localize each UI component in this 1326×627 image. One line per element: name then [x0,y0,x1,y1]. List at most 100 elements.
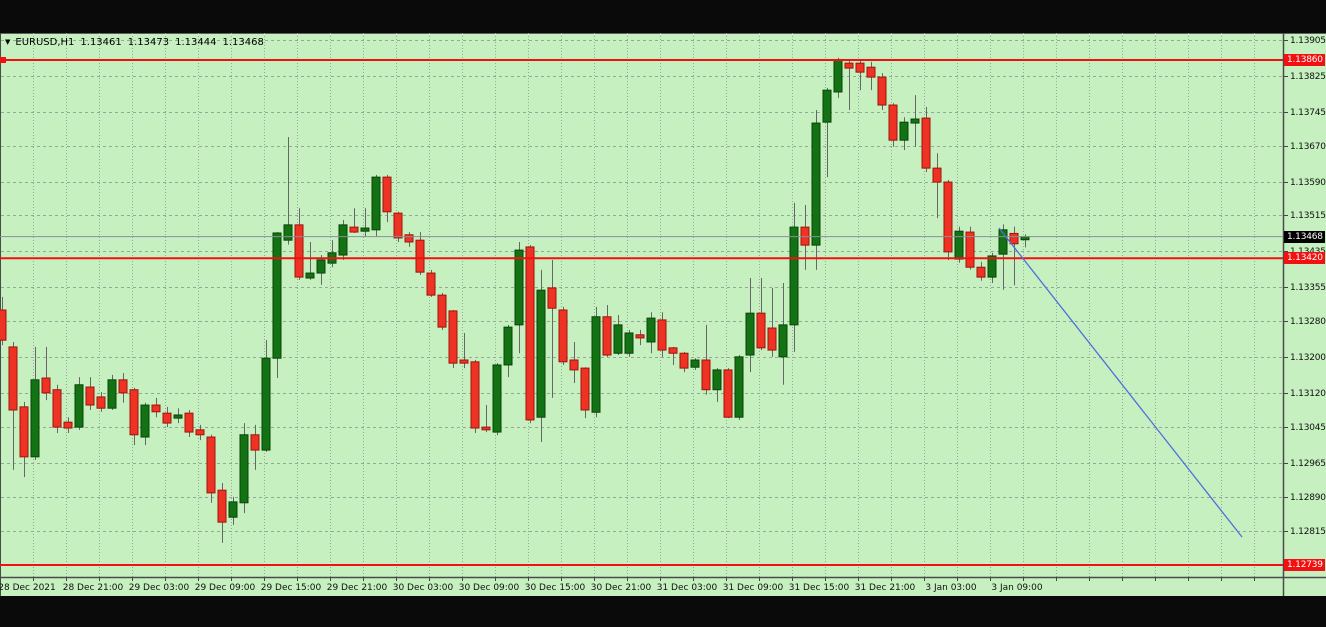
time-axis-label: 3 Jan 09:00 [991,583,1043,593]
line-left-handle[interactable] [0,57,6,63]
candle-body [426,272,436,296]
candle-body [833,59,843,93]
candle-body [371,176,381,231]
candle-body [734,356,744,418]
time-axis-label: 30 Dec 21:00 [590,583,652,593]
candle-body [129,389,139,436]
candle-body [668,347,678,354]
candle-body [41,377,51,394]
time-axis-label: 3 Jan 03:00 [925,583,977,593]
price-tick-label: 1.12965 [1290,458,1326,469]
candle-body [976,266,986,278]
candle-body [921,117,931,169]
price-tick-label: 1.13670 [1290,141,1326,152]
candle-body [470,361,480,429]
candle-body [965,231,975,268]
candle-body [338,224,348,256]
candle-body [767,327,777,351]
candle-body [217,489,227,523]
candle-body [998,229,1008,255]
candle-body [877,76,887,106]
candle-body [206,436,216,494]
candle-body [382,176,392,213]
time-axis-label: 31 Dec 03:00 [656,583,718,593]
time-axis-label: 29 Dec 15:00 [260,583,322,593]
symbol-period-label[interactable]: EURUSD,H1 [15,36,75,48]
candle-body [602,316,612,356]
candle-body [492,364,502,433]
candle-body [30,379,40,458]
candle-body [85,386,95,406]
candle-body [558,309,568,363]
price-tick-label: 1.13435 [1290,247,1326,257]
candle-body [536,289,546,418]
candle-body [404,234,414,243]
candle-body [140,404,150,438]
candle-body [679,352,689,369]
price-tick-label: 1.13355 [1290,282,1326,293]
candle-body [503,326,513,366]
time-axis-label: 30 Dec 15:00 [524,583,586,593]
time-axis-label: 29 Dec 09:00 [194,583,256,593]
ohlc-open: 1.13461 [80,36,122,48]
candle-body [899,121,909,141]
candle-body [283,224,293,241]
price-badge-level: 1.13420 [1284,252,1325,264]
time-axis-label: 31 Dec 09:00 [722,583,784,593]
candle-body [481,426,491,431]
candle-body [459,359,469,364]
time-axis-label: 30 Dec 09:00 [458,583,520,593]
time-axis-label: 31 Dec 21:00 [854,583,916,593]
candle-body [52,389,62,428]
price-tick-label: 1.13280 [1290,316,1326,327]
candle-body [547,287,557,309]
candle-body [393,212,403,239]
price-tick-label: 1.13045 [1290,422,1326,433]
candle-body [987,255,997,278]
candle-body [415,239,425,273]
time-axis-label: 30 Dec 03:00 [392,583,454,593]
candle-body [96,396,106,409]
price-tick-label: 1.13200 [1290,352,1326,363]
candle-body [228,501,238,518]
candle-body [635,334,645,339]
trendline[interactable] [998,227,1243,538]
candle-body [569,359,579,371]
candle-body [305,272,315,279]
candle-body [294,224,304,278]
candle-body [811,122,821,246]
price-badge-level: 1.13860 [1284,54,1325,66]
candle-body [195,429,205,436]
candle-body [173,414,183,419]
candle-body [690,359,700,368]
candle-body [525,246,535,421]
candle-body [932,167,942,183]
candle-body [261,357,271,451]
candle-body [0,309,7,341]
candle-body [756,312,766,349]
dropdown-triangle-icon[interactable]: ▼ [5,38,11,46]
candle-body [316,259,326,274]
candle-body [866,66,876,78]
candle-body [151,404,161,413]
candle-body [855,62,865,73]
ohlc-low: 1.13444 [175,36,217,48]
candle-body [448,310,458,364]
price-tick-label: 1.13120 [1290,388,1326,399]
candle-body [591,316,601,413]
candle-body [250,434,260,451]
price-tick-label: 1.12890 [1290,492,1326,503]
candle-body [74,384,84,428]
candle-body [723,369,733,418]
price-tick-label: 1.12815 [1290,526,1326,537]
ohlc-close: 1.13468 [222,36,264,48]
time-axis-label: 28 Dec 21:00 [62,583,124,593]
candle-body [514,249,524,326]
candle-body [910,118,920,124]
candle-body [657,319,667,351]
candle-body [822,89,832,123]
price-tick-label: 1.13745 [1290,107,1326,118]
candle-body [239,434,249,504]
time-axis-label: 31 Dec 15:00 [788,583,850,593]
